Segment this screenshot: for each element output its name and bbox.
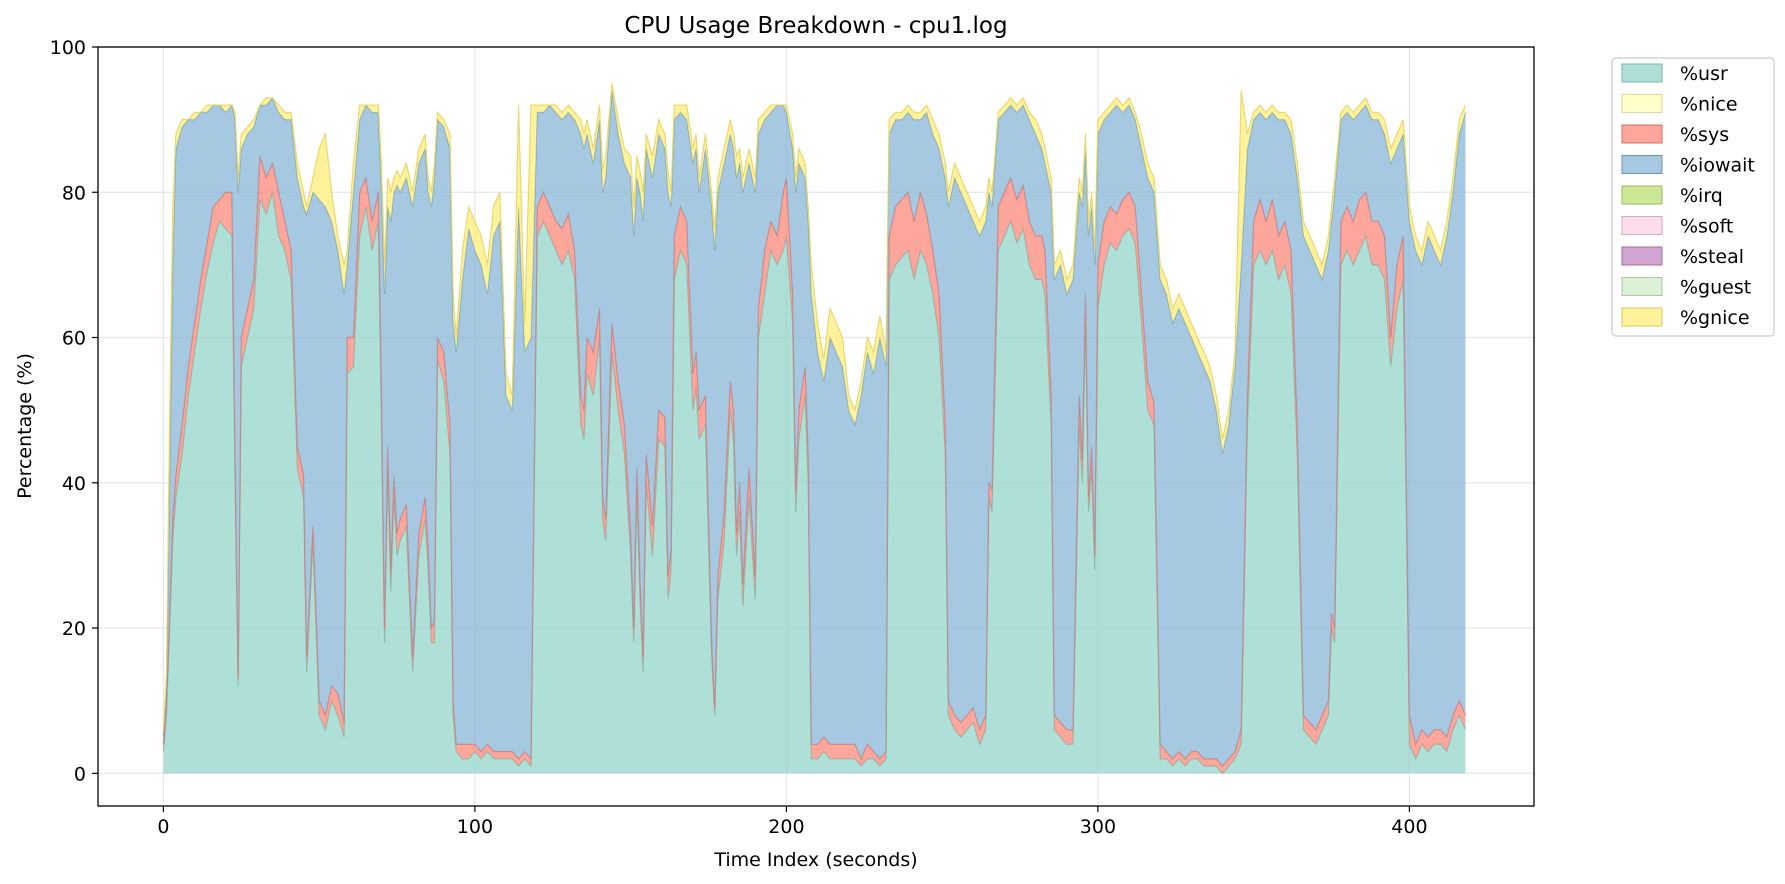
legend: %usr %nice %sys %iowait %irq %soft %steal %gues…: [1611, 57, 1775, 337]
legend-swatch: [1621, 216, 1663, 235]
y-tick-label: 80: [62, 182, 86, 204]
x-tick-label: 100: [457, 816, 493, 838]
area-usr: [163, 192, 1466, 774]
area-edge-gnice: [162, 83, 1467, 730]
y-tick-label: 20: [62, 618, 86, 640]
x-axis-label: Time Index (seconds): [713, 849, 917, 871]
x-tick-label: 0: [157, 816, 169, 838]
legend-swatch: [1621, 94, 1663, 113]
legend-label: %soft: [1680, 216, 1733, 238]
legend-label: %usr: [1680, 63, 1728, 85]
x-tick-label: 300: [1080, 816, 1116, 838]
area-iowait: [163, 90, 1466, 767]
y-axis-label: Percentage (%): [14, 353, 36, 499]
legend-label: %guest: [1680, 277, 1751, 299]
y-tick-label: 0: [74, 763, 86, 785]
y-tick-label: 60: [62, 328, 86, 350]
legend-label: %gnice: [1680, 307, 1750, 329]
legend-label: %irq: [1680, 185, 1723, 207]
x-tick-label: 400: [1391, 816, 1427, 838]
legend-label: %sys: [1680, 124, 1729, 146]
stacked-areas: [162, 83, 1467, 775]
legend-swatch: [1621, 277, 1663, 296]
legend-label: %steal: [1680, 246, 1744, 268]
legend-swatch: [1621, 307, 1663, 327]
legend-label: %nice: [1680, 94, 1738, 116]
legend-swatch: [1621, 155, 1663, 174]
legend-swatch: [1621, 185, 1663, 205]
y-axis-ticks: 0 20 40 60 80 100: [50, 37, 98, 785]
y-tick-label: 40: [62, 473, 86, 495]
legend-swatch: [1621, 246, 1663, 266]
legend-label: %iowait: [1680, 155, 1755, 177]
y-tick-label: 100: [50, 37, 86, 59]
plot-frame: [97, 46, 1535, 807]
x-tick-label: 200: [768, 816, 804, 838]
legend-swatch: [1621, 63, 1663, 83]
chart-title: CPU Usage Breakdown - cpu1.log: [624, 13, 1007, 39]
legend-swatch: [1621, 124, 1663, 144]
x-axis-ticks: 0 100 200 300 400: [157, 806, 1428, 838]
